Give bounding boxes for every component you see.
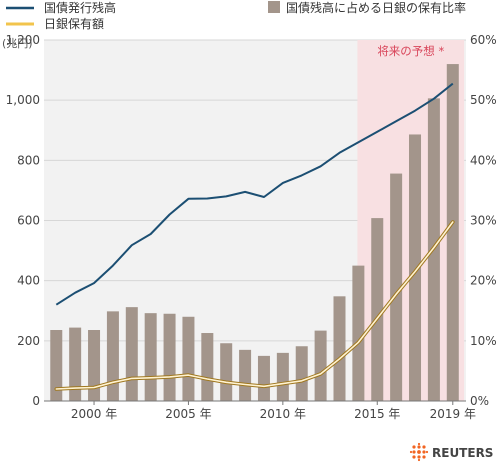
bar-2019 <box>446 64 459 402</box>
y-axis-left: 0 200 400 600 800 1,000 1,200 <box>6 33 40 408</box>
bar-2003 <box>144 313 157 401</box>
legend-label-line2: 日銀保有額 <box>44 17 104 31</box>
bar-2001 <box>106 311 119 401</box>
y-tick-left: 0 <box>32 394 40 408</box>
series-line-1 <box>55 221 454 390</box>
bar-2010 <box>276 352 289 401</box>
legend-label-bars: 国債残高に占める日銀の保有比率 <box>286 0 466 15</box>
bar-2015 <box>371 218 384 401</box>
y-tick-right: 60% <box>470 33 497 47</box>
x-tick-label: 2019 年 <box>430 407 476 421</box>
y-tick-right: 20% <box>470 274 497 288</box>
bars <box>50 64 459 402</box>
y-tick-left: 1,200 <box>6 33 40 47</box>
bar-2007 <box>220 343 233 401</box>
y-tick-right: 0% <box>470 394 489 408</box>
x-tick-label: 2010 年 <box>260 407 306 421</box>
legend-swatch-bars <box>268 1 280 13</box>
reuters-logo: REUTERS <box>409 442 493 462</box>
bar-2011 <box>295 346 308 401</box>
bar-2006 <box>201 333 214 401</box>
y-tick-left: 800 <box>17 153 40 167</box>
y-axis-unit: (兆円) <box>2 37 33 50</box>
y-tick-left: 200 <box>17 334 40 348</box>
bar-2012 <box>314 330 327 401</box>
bar-2009 <box>257 355 270 401</box>
y-tick-right: 50% <box>470 93 497 107</box>
bar-2005 <box>182 316 195 401</box>
y-tick-left: 600 <box>17 214 40 228</box>
bar-1998 <box>50 330 63 401</box>
forecast-label: 将来の予想 * <box>377 44 444 58</box>
x-tick-label: 2005 年 <box>165 407 211 421</box>
bar-2004 <box>163 313 176 401</box>
bar-2000 <box>88 330 101 401</box>
y-tick-left: 400 <box>17 274 40 288</box>
reuters-dots-icon <box>409 442 429 462</box>
lines <box>54 82 455 391</box>
x-tick-label: 2000 年 <box>71 407 117 421</box>
y-tick-left: 1,000 <box>6 93 40 107</box>
series-line-0 <box>55 82 454 306</box>
legend: 国債発行残高 日銀保有額 国債残高に占める日銀の保有比率 <box>6 0 466 31</box>
reuters-wordmark: REUTERS <box>432 446 493 460</box>
x-tick-label: 2015 年 <box>354 407 400 421</box>
bar-2013 <box>333 296 346 401</box>
bar-2017 <box>409 134 422 401</box>
y-axis-right: 0% 10% 20% 30% 40% 50% 60% <box>470 33 497 408</box>
x-axis: 2000 年 2005 年 2010 年 2015 年 2019 年 <box>71 401 476 421</box>
bar-2008 <box>239 349 252 401</box>
y-tick-right: 30% <box>470 214 497 228</box>
bar-2014 <box>352 265 365 401</box>
legend-label-line1: 国債発行残高 <box>44 0 116 15</box>
bar-1999 <box>69 327 82 401</box>
y-tick-right: 40% <box>470 153 497 167</box>
bar-2016 <box>390 173 403 401</box>
bar-2002 <box>125 307 138 401</box>
y-tick-right: 10% <box>470 334 497 348</box>
